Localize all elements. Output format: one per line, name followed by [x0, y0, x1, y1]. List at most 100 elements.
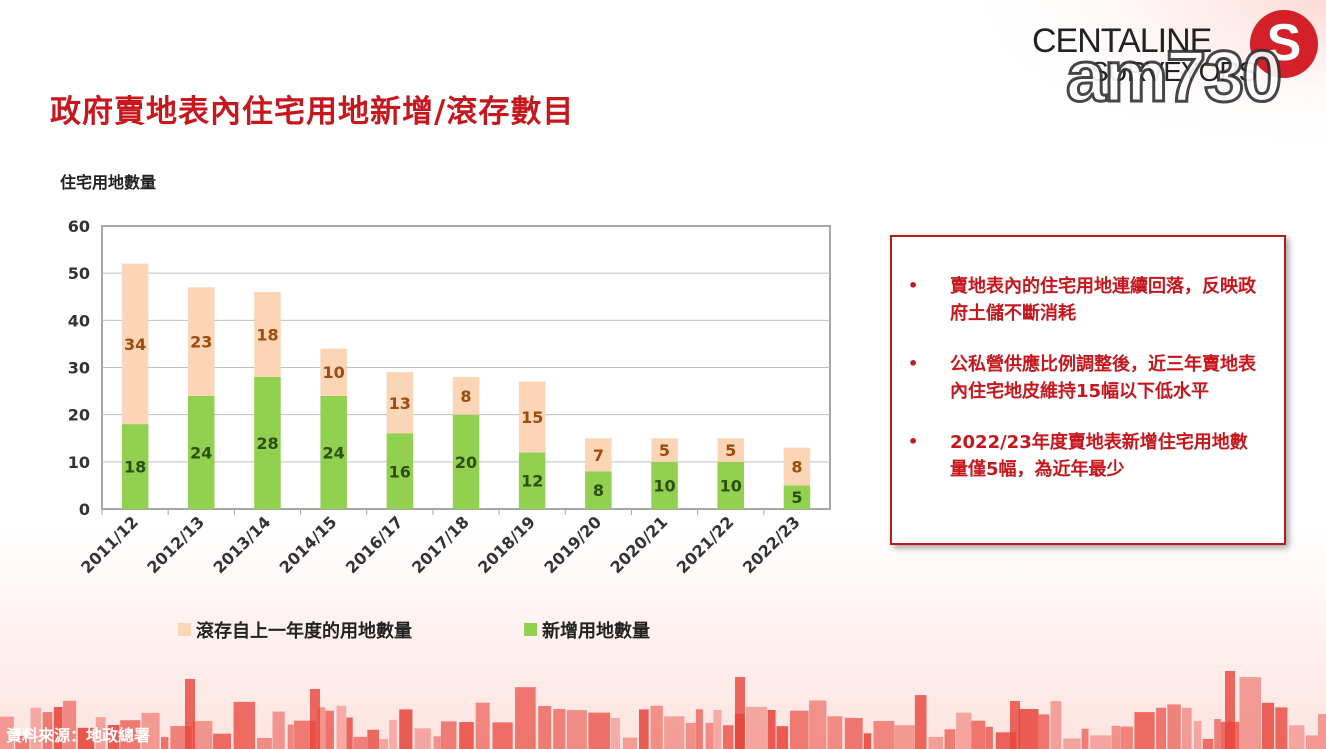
data-label: 15	[521, 408, 543, 427]
building-shape	[713, 709, 722, 749]
building-shape	[346, 717, 353, 749]
data-label: 34	[124, 335, 146, 354]
building-shape	[1018, 709, 1039, 749]
building-shape	[1063, 738, 1081, 749]
x-tick-label: 2019/20	[540, 512, 605, 577]
bar-new	[717, 461, 744, 509]
building-shape	[1090, 735, 1112, 749]
brand-sub: SURVEYORS	[1090, 56, 1257, 87]
building-shape	[440, 721, 457, 749]
bar-new	[320, 395, 347, 509]
building-shape	[827, 716, 843, 749]
building-shape	[107, 725, 120, 749]
building-shape	[956, 712, 972, 749]
y-tick-label: 30	[68, 359, 90, 378]
x-tick-label: 2020/21	[607, 512, 672, 577]
bar-rolled-over	[651, 438, 678, 462]
building-shape	[914, 695, 927, 749]
building-shape	[622, 737, 637, 749]
x-tick-label: 2012/13	[143, 512, 208, 577]
y-tick-label: 20	[68, 406, 90, 425]
building-shape	[317, 707, 326, 749]
building-shape	[985, 726, 993, 749]
x-tick-label: 2018/19	[474, 512, 539, 577]
building-shape	[120, 720, 141, 749]
building-shape	[475, 702, 490, 749]
building-shape	[1156, 707, 1167, 749]
legend-swatch	[178, 623, 191, 636]
tower-shape	[1225, 671, 1235, 749]
data-label: 10	[322, 363, 344, 382]
centaline-logo: CENTALINE SURVEYORS S	[1032, 10, 1322, 122]
data-label: 23	[190, 333, 212, 352]
bar-new	[452, 414, 480, 509]
building-shape	[30, 707, 42, 749]
data-label: 18	[256, 326, 278, 345]
bullet-icon: •	[908, 276, 919, 295]
building-shape	[353, 736, 368, 749]
building-shape	[610, 717, 620, 749]
building-shape	[367, 729, 379, 749]
data-label: 20	[455, 453, 477, 472]
bar-new	[188, 395, 215, 509]
building-shape	[287, 724, 294, 749]
brand-name: CENTALINE	[1032, 22, 1212, 60]
bullet-icon: •	[908, 354, 919, 373]
building-shape	[492, 722, 513, 749]
bar-new	[651, 461, 678, 509]
building-shape	[1038, 714, 1050, 749]
building-shape	[1239, 677, 1261, 749]
stacked-bar-chart: 住宅用地數量 183424232818241016132081215871051…	[60, 173, 831, 642]
data-label: 8	[791, 458, 802, 477]
chart-legend: 滾存自上一年度的用地數量 新增用地數量	[178, 620, 650, 642]
tower-shape	[735, 677, 745, 749]
x-tick-label: 2014/15	[276, 512, 341, 577]
bar-rolled-over	[254, 292, 281, 377]
tower-shape	[310, 689, 320, 749]
chart-data-labels: 18 34 24 23 28 18 24 10 16 13 20 8 12 15 8 7 10 5 10 5 5 8	[124, 326, 803, 508]
data-label: 5	[725, 441, 736, 460]
am730-watermark: am730	[1064, 36, 1283, 119]
building-shape	[1120, 726, 1133, 749]
building-shape	[894, 725, 915, 749]
brand-logo-icon: S	[1250, 10, 1318, 78]
data-label: 28	[256, 434, 278, 453]
x-tick-label: 2016/17	[342, 512, 407, 577]
skyline-buildings	[0, 671, 1326, 749]
bar-rolled-over	[518, 381, 546, 453]
bar-new	[783, 485, 811, 509]
data-label: 18	[124, 458, 146, 477]
tower-shape	[1010, 701, 1020, 749]
note-item: • 公私營供應比例調整後，近三年賣地表內住宅地皮維持15幅以下低水平	[908, 351, 1264, 405]
y-tick-label: 40	[68, 311, 90, 330]
legend-label: 滾存自上一年度的用地數量	[196, 620, 412, 642]
data-label: 12	[521, 472, 543, 491]
building-shape	[15, 735, 30, 749]
bar-rolled-over	[452, 376, 480, 415]
note-text: 公私營供應比例調整後，近三年賣地表內住宅地皮維持15幅以下低水平	[950, 354, 1256, 402]
building-shape	[1275, 707, 1288, 749]
building-shape	[705, 722, 714, 749]
building-shape	[433, 736, 441, 749]
chart-bars	[121, 263, 811, 509]
x-tick-label: 2011/12	[77, 512, 142, 577]
note-text: 賣地表內的住宅用地連續回落，反映政府土儲不斷消耗	[950, 276, 1256, 324]
building-shape	[379, 739, 388, 749]
building-shape	[77, 727, 95, 749]
x-tick-label: 2021/22	[673, 512, 738, 577]
bar-new	[585, 471, 612, 509]
building-shape	[272, 711, 285, 749]
data-label: 16	[389, 462, 411, 481]
data-label: 13	[389, 394, 411, 413]
building-shape	[1289, 725, 1305, 749]
building-shape	[233, 701, 256, 749]
building-shape	[944, 729, 956, 749]
building-shape	[1193, 720, 1202, 749]
building-shape	[193, 721, 213, 749]
building-shape	[414, 728, 431, 749]
building-shape	[809, 700, 827, 749]
page-title: 政府賣地表內住宅用地新增/滾存數目	[50, 94, 575, 130]
building-shape	[161, 737, 169, 749]
bar-rolled-over	[585, 438, 612, 472]
building-shape	[790, 710, 809, 749]
